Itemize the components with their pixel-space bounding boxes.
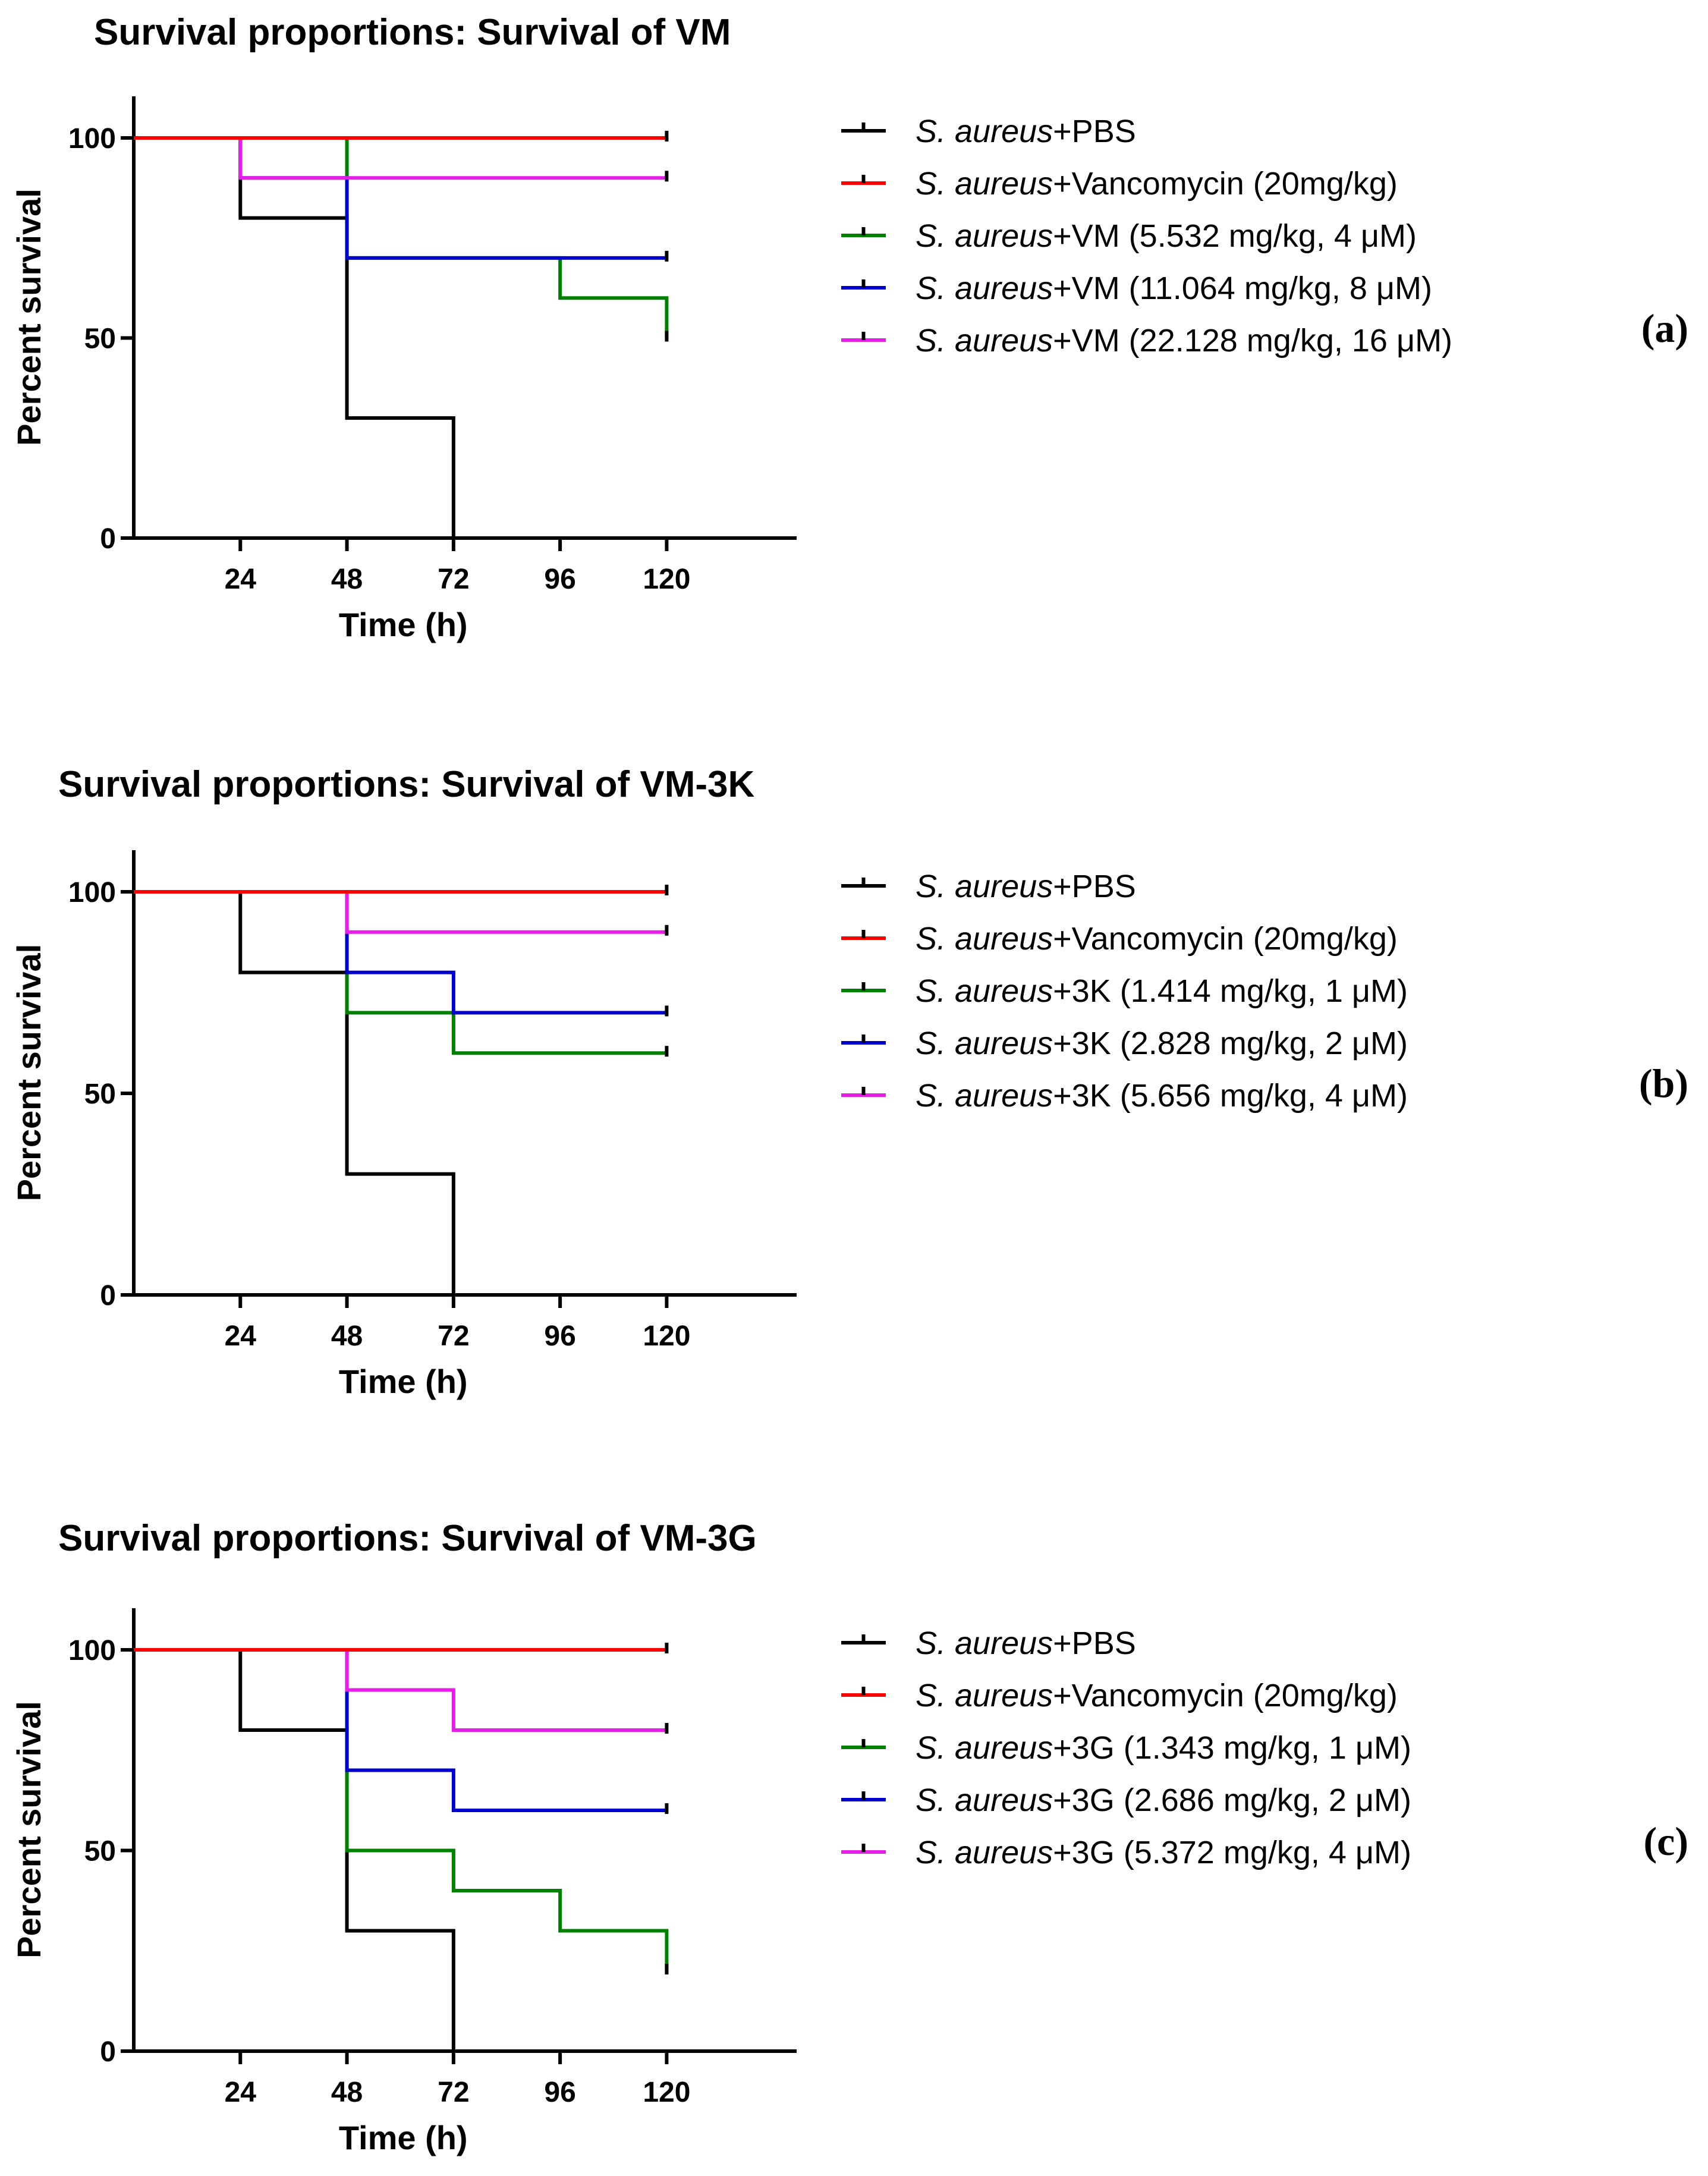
legend-label: S. aureus+3G (1.343 mg/kg, 1 μM) [916, 1730, 1411, 1766]
x-tick-label: 96 [544, 1320, 575, 1352]
y-tick-label: 100 [68, 123, 116, 155]
legend-species: S. aureus [916, 1678, 1053, 1713]
y-tick-label: 100 [68, 877, 116, 908]
legend-label: S. aureus+Vancomycin (20mg/kg) [916, 1678, 1398, 1713]
legend-species: S. aureus [916, 869, 1053, 904]
legend-species: S. aureus [916, 271, 1053, 306]
x-tick-label: 72 [438, 564, 469, 595]
y-tick-label: 50 [84, 323, 116, 355]
y-tick-label: 0 [100, 1280, 116, 1312]
chart-title: Survival proportions: Survival of VM-3K [58, 764, 755, 805]
legend-treatment: +3G (5.372 mg/kg, 4 μM) [1053, 1835, 1411, 1870]
x-tick-label: 72 [438, 1320, 469, 1352]
x-axis-title: Time (h) [339, 1363, 468, 1400]
chart-panel-1: Survival proportions: Survival of VM 0 50 1… [10, 12, 1688, 643]
legend-species: S. aureus [916, 114, 1053, 149]
legend-species: S. aureus [916, 1625, 1053, 1661]
series-line-4 [134, 890, 667, 1015]
legend-treatment: +3K (1.414 mg/kg, 1 μM) [1053, 973, 1408, 1009]
x-tick-label: 24 [225, 2077, 257, 2108]
x-tick-label: 120 [643, 2077, 690, 2108]
y-axis-title: Percent survival [10, 944, 48, 1202]
y-tick-label: 0 [100, 523, 116, 555]
legend-label: S. aureus+Vancomycin (20mg/kg) [916, 921, 1398, 957]
legend-label: S. aureus+VM (5.532 mg/kg, 4 μM) [916, 218, 1417, 254]
legend-species: S. aureus [916, 973, 1053, 1009]
x-tick-label: 72 [438, 2077, 469, 2108]
legend-label: S. aureus+3K (5.656 mg/kg, 4 μM) [916, 1078, 1408, 1114]
x-tick-label: 48 [331, 564, 363, 595]
panel-label: (a) [1641, 306, 1688, 351]
legend-species: S. aureus [916, 1078, 1053, 1114]
y-tick-label: 50 [84, 1836, 116, 1867]
legend-treatment: +3G (1.343 mg/kg, 1 μM) [1053, 1730, 1411, 1766]
legend-species: S. aureus [916, 323, 1053, 359]
legend-treatment: +VM (11.064 mg/kg, 8 μM) [1053, 271, 1432, 306]
legend-label: S. aureus+VM (22.128 mg/kg, 16 μM) [916, 323, 1452, 359]
legend-treatment: +Vancomycin (20mg/kg) [1053, 921, 1398, 957]
x-tick-label: 24 [225, 1320, 257, 1352]
x-tick-label: 120 [643, 564, 690, 595]
legend-treatment: +Vancomycin (20mg/kg) [1053, 166, 1398, 202]
legend-label: S. aureus+3G (2.686 mg/kg, 2 μM) [916, 1782, 1411, 1818]
x-axis-title: Time (h) [339, 2119, 468, 2156]
series-line-1 [134, 136, 455, 538]
legend-label: S. aureus+3K (2.828 mg/kg, 2 μM) [916, 1026, 1408, 1061]
legend-treatment: +VM (22.128 mg/kg, 16 μM) [1053, 323, 1452, 359]
series-line-3 [134, 136, 669, 338]
legend-treatment: +VM (5.532 mg/kg, 4 μM) [1053, 218, 1417, 254]
legend-treatment: +3G (2.686 mg/kg, 2 μM) [1053, 1782, 1411, 1818]
legend-species: S. aureus [916, 1835, 1053, 1870]
y-tick-label: 100 [68, 1635, 116, 1666]
legend-treatment: +PBS [1053, 1625, 1136, 1661]
legend-treatment: +3K (5.656 mg/kg, 4 μM) [1053, 1078, 1408, 1114]
x-tick-label: 48 [331, 1320, 363, 1352]
x-tick-label: 24 [225, 564, 257, 595]
series-line-5 [134, 890, 667, 934]
panel-label: (b) [1639, 1061, 1688, 1106]
legend-species: S. aureus [916, 1730, 1053, 1766]
legend-treatment: +PBS [1053, 114, 1136, 149]
legend-treatment: +Vancomycin (20mg/kg) [1053, 1678, 1398, 1713]
chart-panel-3: Survival proportions: Survival of VM-3G 0… [10, 1518, 1688, 2156]
legend-species: S. aureus [916, 166, 1053, 202]
x-axis-title: Time (h) [339, 606, 468, 643]
y-tick-label: 50 [84, 1078, 116, 1110]
legend-label: S. aureus+3K (1.414 mg/kg, 1 μM) [916, 973, 1408, 1009]
series-line-1 [134, 890, 455, 1295]
legend-treatment: +PBS [1053, 869, 1136, 904]
series-line-5 [134, 136, 667, 180]
legend-species: S. aureus [916, 1782, 1053, 1818]
y-tick-label: 0 [100, 2036, 116, 2068]
x-tick-label: 96 [544, 2077, 575, 2108]
legend-label: S. aureus+PBS [916, 1625, 1136, 1661]
legend-species: S. aureus [916, 921, 1053, 957]
series-line-5 [134, 1648, 667, 1732]
x-tick-label: 120 [643, 1320, 690, 1352]
legend-species: S. aureus [916, 1026, 1053, 1061]
chart-panel-2: Survival proportions: Survival of VM-3K 0… [10, 764, 1688, 1400]
legend-treatment: +3K (2.828 mg/kg, 2 μM) [1053, 1026, 1408, 1061]
panel-label: (c) [1644, 1819, 1688, 1864]
legend-label: S. aureus+VM (11.064 mg/kg, 8 μM) [916, 271, 1432, 306]
chart-title: Survival proportions: Survival of VM-3G [58, 1518, 757, 1559]
chart-title: Survival proportions: Survival of VM [94, 12, 731, 53]
x-tick-label: 48 [331, 2077, 363, 2108]
y-axis-title: Percent survival [10, 188, 48, 446]
legend-label: S. aureus+Vancomycin (20mg/kg) [916, 166, 1398, 202]
legend-species: S. aureus [916, 218, 1053, 254]
x-tick-label: 96 [544, 564, 575, 595]
legend-label: S. aureus+PBS [916, 114, 1136, 149]
legend-label: S. aureus+PBS [916, 869, 1136, 904]
legend-label: S. aureus+3G (5.372 mg/kg, 4 μM) [916, 1835, 1411, 1870]
series-line-4 [134, 136, 667, 260]
y-axis-title: Percent survival [10, 1701, 48, 1958]
